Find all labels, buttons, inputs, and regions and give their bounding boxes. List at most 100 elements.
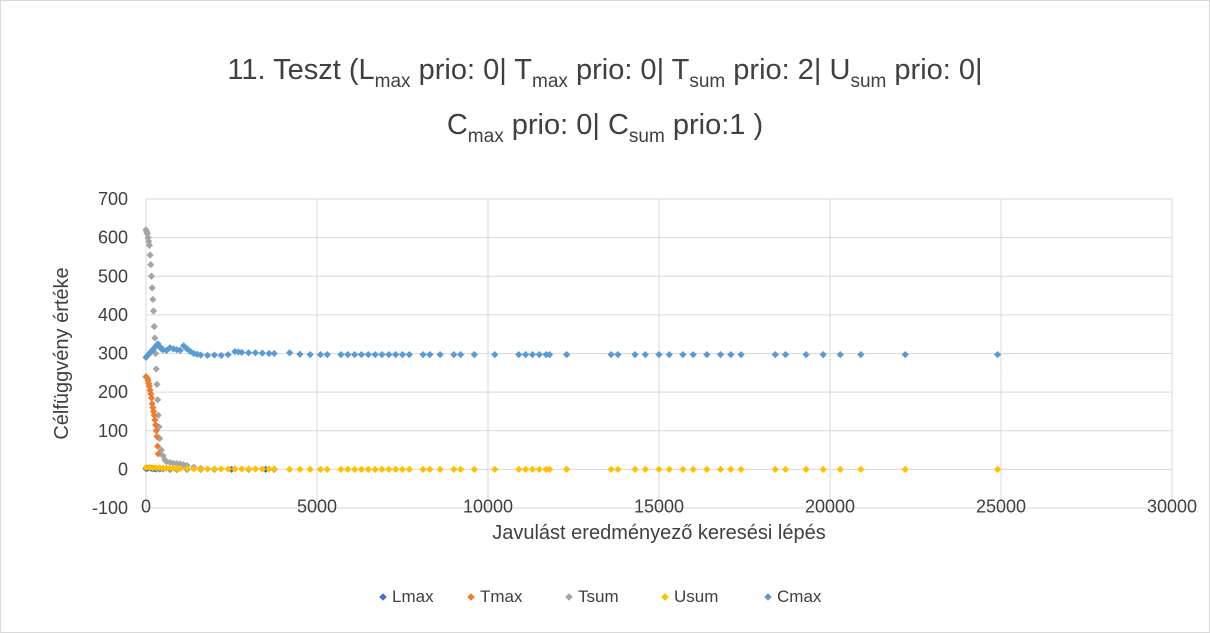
point-tsum	[152, 365, 160, 373]
point-usum	[727, 465, 735, 473]
point-cmax	[323, 351, 331, 359]
point-usum	[371, 465, 379, 473]
point-usum	[156, 464, 164, 472]
point-cmax	[357, 351, 366, 359]
point-usum	[286, 465, 294, 473]
point-cmax	[802, 351, 810, 359]
point-tsum	[148, 284, 156, 292]
point-usum	[145, 463, 154, 472]
point-usum	[306, 465, 314, 473]
point-usum	[270, 465, 278, 473]
point-usum	[836, 465, 844, 473]
x-tick-label: 0	[141, 496, 151, 516]
point-tsum	[176, 460, 184, 468]
y-tick-label: 400	[98, 305, 128, 325]
point-cmax	[836, 351, 844, 359]
point-cmax	[144, 351, 152, 360]
point-cmax	[405, 351, 413, 359]
point-usum	[197, 465, 205, 473]
point-usum	[535, 465, 543, 473]
y-tick-label: 100	[98, 421, 128, 441]
legend-item-usum: Usum	[661, 587, 718, 606]
point-usum	[176, 465, 184, 473]
point-usum	[679, 465, 687, 473]
point-cmax	[147, 347, 155, 356]
point-tsum	[147, 261, 155, 269]
point-cmax	[183, 345, 191, 353]
y-tick-label: 200	[98, 382, 128, 402]
point-cmax	[378, 351, 386, 359]
point-cmax	[655, 351, 663, 359]
y-tick-label: 700	[98, 189, 128, 209]
point-cmax	[641, 351, 649, 359]
legend-marker	[467, 593, 475, 601]
x-tick-label: 20000	[805, 496, 855, 516]
axes: -100 0 100 200 300 400 500 600 700 0 5000 10000 1500…	[92, 189, 1197, 518]
point-usum	[689, 465, 697, 473]
point-tsum	[166, 458, 174, 467]
point-cmax	[901, 351, 909, 359]
legend-marker	[764, 593, 772, 601]
point-tmax	[144, 376, 152, 385]
point-usum	[245, 465, 253, 473]
point-cmax	[371, 351, 379, 359]
point-usum	[515, 465, 523, 473]
point-cmax	[231, 347, 239, 356]
point-usum	[457, 465, 465, 473]
legend-item-tsum: Tsum	[565, 587, 619, 606]
point-cmax	[491, 351, 499, 359]
point-cmax	[614, 351, 622, 359]
point-cmax	[819, 351, 827, 359]
point-cmax	[224, 351, 232, 359]
point-cmax	[450, 351, 458, 359]
x-tick-label: 25000	[976, 496, 1026, 516]
point-usum	[419, 465, 427, 473]
point-tsum	[151, 334, 159, 342]
data-points	[142, 226, 1002, 473]
point-cmax	[781, 351, 790, 359]
legend-marker	[661, 593, 669, 601]
point-tsum	[145, 241, 154, 249]
point-cmax	[169, 345, 177, 353]
point-usum	[296, 465, 304, 473]
point-tmax	[151, 421, 160, 429]
point-cmax	[665, 351, 673, 359]
point-usum	[378, 465, 386, 473]
y-tick-label: 600	[98, 228, 128, 248]
point-tmax	[151, 416, 159, 424]
point-usum	[351, 465, 359, 473]
point-cmax	[265, 349, 273, 358]
point-cmax	[364, 351, 372, 359]
point-usum	[265, 465, 273, 473]
point-cmax	[436, 351, 444, 359]
point-usum	[190, 465, 198, 473]
point-tsum	[154, 411, 162, 419]
point-cmax	[210, 351, 218, 359]
point-cmax	[703, 351, 711, 359]
point-tmax	[150, 411, 158, 419]
point-tsum	[146, 251, 154, 259]
point-usum	[426, 465, 434, 473]
point-cmax	[156, 342, 164, 351]
point-usum	[819, 465, 827, 473]
point-tsum	[147, 272, 156, 280]
point-cmax	[426, 351, 434, 359]
point-usum	[703, 465, 711, 473]
point-usum	[470, 465, 478, 473]
legend: Lmax Tmax Tsum Usum Cmax	[379, 587, 822, 606]
point-usum	[737, 465, 745, 473]
chart-title: 11. Teszt (Lmax prio: 0| Tmax prio: 0| T…	[227, 54, 982, 147]
y-tick-label: 0	[118, 459, 128, 479]
point-usum	[323, 465, 331, 473]
point-cmax	[679, 351, 687, 359]
point-tsum	[162, 458, 171, 466]
point-tsum	[156, 434, 164, 443]
y-tick-label: -100	[92, 498, 128, 518]
point-tsum	[154, 396, 162, 404]
point-cmax	[737, 351, 745, 359]
point-cmax	[193, 350, 201, 358]
point-cmax	[351, 351, 359, 359]
point-cmax	[457, 351, 465, 359]
point-cmax	[251, 349, 260, 357]
